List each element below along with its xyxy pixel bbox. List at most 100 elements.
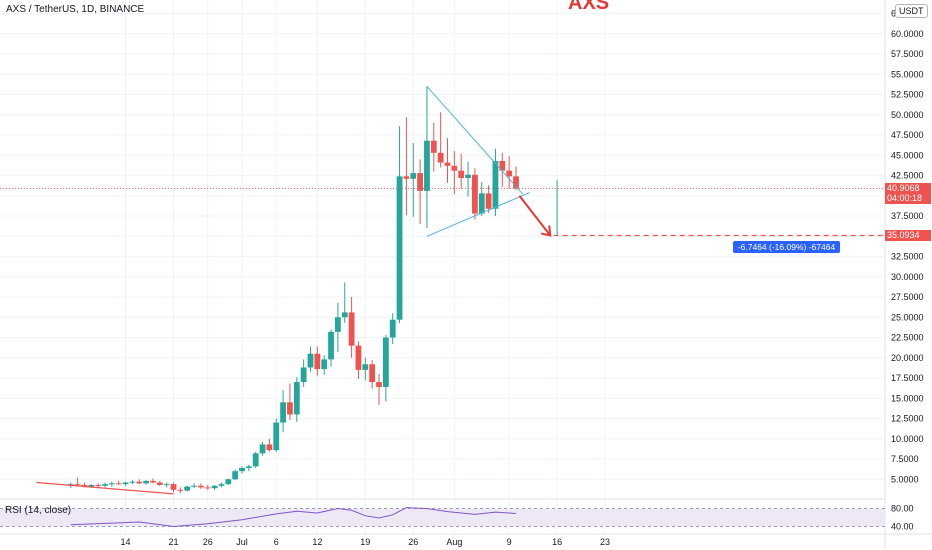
candle-body xyxy=(499,160,506,171)
y-tick-label: 20.0000 xyxy=(891,353,924,363)
candle-body xyxy=(225,479,232,485)
x-tick-label: 23 xyxy=(600,537,610,547)
candle-body xyxy=(81,484,88,487)
y-tick-label: 37.5000 xyxy=(891,211,924,221)
candle-body xyxy=(417,173,423,191)
candle-body xyxy=(465,174,471,178)
candle-body xyxy=(314,353,321,370)
candle-body xyxy=(362,364,369,370)
candle-body xyxy=(163,484,170,486)
candles-layer xyxy=(67,86,519,494)
candle-body xyxy=(143,480,149,484)
candle-body xyxy=(156,482,163,485)
candle-body xyxy=(355,345,362,370)
candle-body xyxy=(184,486,191,491)
y-tick-label: 15.0000 xyxy=(891,393,924,403)
y-tick-label: 12.5000 xyxy=(891,414,924,424)
y-tick-label: 27.5000 xyxy=(891,292,924,302)
current-price-value: 40.9068 xyxy=(887,183,920,193)
y-tick-label: 30.0000 xyxy=(891,272,924,282)
y-tick-label: 55.0000 xyxy=(891,69,924,79)
y-tick-label: 57.5000 xyxy=(891,49,924,59)
candle-body xyxy=(369,364,376,383)
candle-body xyxy=(122,482,129,485)
candle-body xyxy=(410,173,417,179)
bar-countdown: 04:00:18 xyxy=(887,193,923,203)
triangle-lower-line xyxy=(426,192,530,237)
triangle-upper-line xyxy=(426,86,524,195)
measure-label: -6.7464 (-16.09%) -67464 xyxy=(733,241,840,253)
candle-body xyxy=(74,484,81,486)
x-tick-label: 6 xyxy=(274,537,279,547)
y-tick-label: 60.0000 xyxy=(891,29,924,39)
time-axis[interactable]: 14 21 26 Jul 6 12 19 26 Aug 9 16 23 xyxy=(121,537,611,547)
y-tick-label: 10.0000 xyxy=(891,434,924,444)
candle-body xyxy=(307,353,314,368)
y-tick-label: 17.5000 xyxy=(891,373,924,383)
current-price-tag: 40.9068 04:00:18 xyxy=(885,183,931,204)
candle-body xyxy=(458,170,465,178)
x-tick-label: Jul xyxy=(236,537,248,547)
target-price-tag: 35.0934 xyxy=(885,230,931,241)
y-tick-label: 52.5000 xyxy=(891,90,924,100)
y-tick-label: 42.5000 xyxy=(891,171,924,181)
candle-body xyxy=(485,193,492,209)
candle-body xyxy=(108,483,115,485)
candle-body xyxy=(437,152,444,163)
x-tick-label: 16 xyxy=(552,537,562,547)
candle-body xyxy=(293,382,300,415)
y-tick-label: 7.5000 xyxy=(891,454,919,464)
y-tick-label: 5.0000 xyxy=(891,474,919,484)
y-tick-label: 50.0000 xyxy=(891,110,924,120)
candle-body xyxy=(136,481,143,484)
candle-body xyxy=(300,367,307,383)
candle-body xyxy=(335,317,341,332)
candle-body xyxy=(478,193,485,214)
x-tick-label: 21 xyxy=(168,537,178,547)
rsi-indicator-label[interactable]: RSI (14, close) xyxy=(5,505,72,516)
candle-body xyxy=(396,176,403,320)
chart-title: AXS xyxy=(568,0,610,14)
currency-badge[interactable]: USDT xyxy=(895,4,928,18)
candle-body xyxy=(88,484,95,487)
candle-body xyxy=(252,453,259,467)
candle-body xyxy=(513,176,519,189)
candle-body xyxy=(239,467,245,472)
rsi-level-label: 80.00 xyxy=(891,504,914,514)
candle-body xyxy=(280,402,286,423)
candle-body xyxy=(266,444,273,451)
x-tick-label: 19 xyxy=(360,537,370,547)
rsi-line xyxy=(70,507,517,528)
candle-body xyxy=(287,402,293,415)
x-tick-label: Aug xyxy=(446,537,462,547)
price-axis[interactable]: 62.500060.000057.500055.000052.500050.00… xyxy=(891,9,924,532)
annotation-layer xyxy=(36,86,558,495)
x-tick-label: 12 xyxy=(312,537,322,547)
drawings-layer xyxy=(0,187,885,237)
forecast-arrow-head xyxy=(541,225,552,237)
candle-body xyxy=(211,485,218,489)
y-tick-label: 25.0000 xyxy=(891,312,924,322)
symbol-label: AXS / TetherUS, 1D, BINANCE xyxy=(6,4,145,15)
x-tick-label: 9 xyxy=(507,537,512,547)
candle-body xyxy=(232,471,239,480)
candle-body xyxy=(389,319,396,338)
y-tick-label: 22.5000 xyxy=(891,333,924,343)
candle-body xyxy=(115,483,122,485)
candle-body xyxy=(95,484,102,486)
candle-body xyxy=(444,162,451,166)
candle-body xyxy=(273,422,280,451)
candle-body xyxy=(245,466,252,468)
forecast-arrow-line xyxy=(518,195,552,237)
candle-body xyxy=(191,485,197,487)
candle-body xyxy=(506,170,513,177)
candle-body xyxy=(129,481,136,483)
candle-body xyxy=(321,359,328,370)
candle-body xyxy=(348,312,355,346)
candle-body xyxy=(328,331,334,360)
candle-body xyxy=(198,485,204,488)
rsi-level-label: 40.00 xyxy=(891,522,914,532)
candle-body xyxy=(177,489,184,491)
